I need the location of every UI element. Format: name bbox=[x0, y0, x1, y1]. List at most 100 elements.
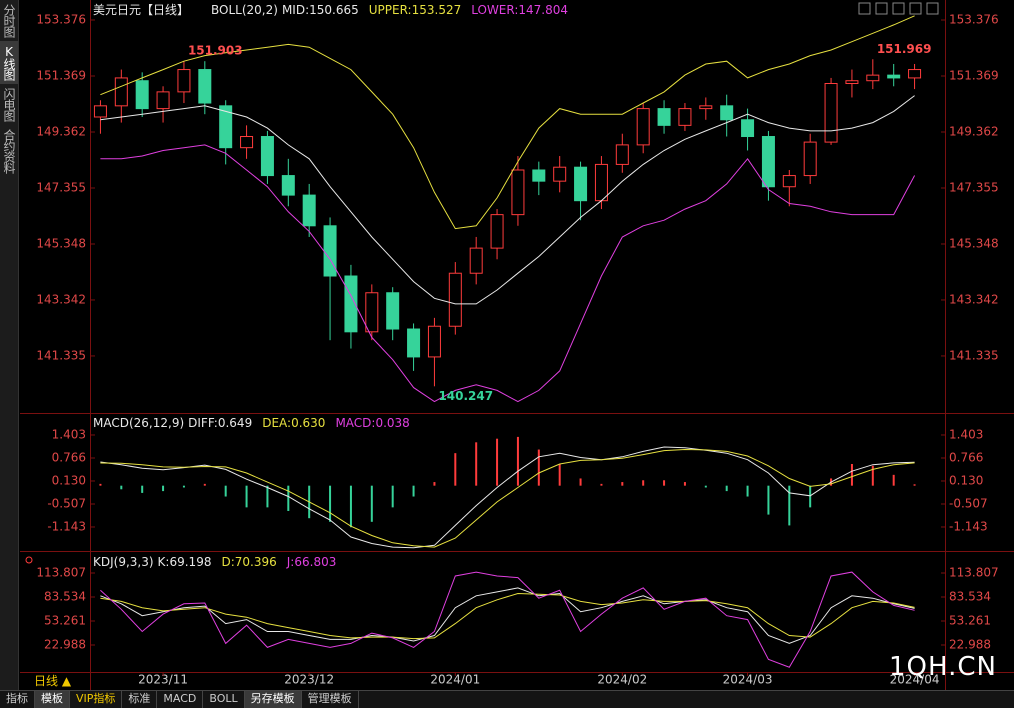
tab[interactable]: 指标 bbox=[0, 691, 35, 708]
candle-body bbox=[553, 166, 567, 182]
y-tick-label: 153.376 bbox=[36, 13, 86, 27]
y-tick-label: 0.766 bbox=[52, 451, 86, 465]
y-tick-label: -0.507 bbox=[47, 497, 86, 511]
candle-body bbox=[448, 272, 462, 327]
tab[interactable]: 标准 bbox=[122, 691, 158, 708]
candle-body bbox=[741, 119, 755, 138]
histogram-bar bbox=[537, 449, 540, 486]
histogram-bar bbox=[558, 463, 561, 486]
y-tick-label: 0.766 bbox=[949, 451, 983, 465]
kdj-icon[interactable] bbox=[25, 556, 33, 564]
y-tick-label: 143.342 bbox=[949, 292, 999, 306]
candle-body bbox=[699, 105, 713, 110]
x-tick-label: 2024/03 bbox=[723, 673, 773, 687]
histogram-bar bbox=[329, 485, 332, 522]
histogram-bar bbox=[600, 483, 603, 486]
legend-value: 70.396 bbox=[235, 555, 277, 569]
x-tick-label: 2023/11 bbox=[138, 673, 188, 687]
y-tick-label: 83.534 bbox=[44, 590, 86, 604]
x-tick-label: 2024/02 bbox=[597, 673, 647, 687]
y-tick-label: 22.988 bbox=[949, 638, 991, 652]
y-tick-label: 53.261 bbox=[949, 614, 991, 628]
histogram-bar bbox=[391, 485, 394, 508]
y-tick-label: 113.807 bbox=[949, 566, 999, 580]
histogram-bar bbox=[642, 480, 645, 486]
histogram-bar bbox=[433, 482, 436, 486]
x-tick-label: 2023/12 bbox=[284, 673, 334, 687]
sidebar-item[interactable]: 合约资料 bbox=[2, 129, 16, 173]
y-tick-label: 141.335 bbox=[949, 348, 999, 362]
tab[interactable]: 模板 bbox=[35, 691, 70, 708]
candle-body bbox=[511, 169, 525, 216]
histogram-bar bbox=[349, 485, 352, 528]
indicator-line bbox=[100, 587, 915, 644]
candle-body bbox=[177, 69, 191, 93]
candle-body bbox=[365, 292, 379, 333]
histogram-bar bbox=[120, 485, 123, 490]
y-tick-label: 149.362 bbox=[949, 124, 999, 138]
indicator-name: BOLL(20,2) bbox=[211, 3, 278, 17]
candle-body bbox=[386, 292, 400, 330]
y-tick-label: 22.988 bbox=[44, 638, 86, 652]
y-tick-label: 1.403 bbox=[52, 427, 86, 441]
legend-label: K: bbox=[158, 555, 170, 569]
legend-label: D: bbox=[221, 555, 234, 569]
tool-icon[interactable] bbox=[892, 2, 905, 15]
histogram-bar bbox=[203, 483, 206, 486]
candle-body bbox=[532, 169, 546, 182]
tab[interactable]: 管理模板 bbox=[302, 691, 359, 708]
panel-header: MACD(26,12,9) DIFF:0.649 DEA:0.630 MACD:0.0… bbox=[93, 416, 410, 430]
y-tick-label: 0.130 bbox=[949, 473, 983, 487]
histogram-bar bbox=[475, 442, 478, 486]
histogram-bar bbox=[725, 485, 728, 492]
candle-body bbox=[636, 108, 650, 146]
period-selector[interactable]: 日线 ▲ bbox=[34, 674, 72, 688]
extreme-label: 140.247 bbox=[438, 389, 493, 403]
tab[interactable]: VIP指标 bbox=[70, 691, 123, 708]
tab[interactable]: 另存模板 bbox=[244, 691, 302, 708]
x-tick-label: 2024/04 bbox=[890, 673, 940, 687]
panel-header: KDJ(9,3,3) K:69.198 D:70.396 J:66.803 bbox=[93, 555, 336, 569]
candle-body bbox=[240, 136, 254, 149]
histogram-bar bbox=[516, 436, 519, 486]
frame bbox=[20, 0, 1014, 690]
extreme-label: 151.903 bbox=[188, 44, 243, 58]
panel-title: MACD(26,12,9) bbox=[93, 416, 184, 430]
candle-body bbox=[887, 74, 901, 79]
candle-body bbox=[281, 175, 295, 196]
histogram-bar bbox=[287, 485, 290, 511]
histogram-bar bbox=[141, 485, 144, 493]
sidebar-item[interactable]: 闪电图 bbox=[2, 88, 16, 121]
toolbar-icons bbox=[858, 2, 939, 15]
histogram-bar bbox=[913, 484, 916, 486]
sidebar-item[interactable]: K线图 bbox=[0, 41, 18, 84]
legend-label: DEA: bbox=[262, 416, 291, 430]
candle-body bbox=[302, 194, 316, 227]
tab[interactable]: BOLL bbox=[203, 691, 245, 708]
legend-value: 0.038 bbox=[375, 416, 409, 430]
y-tick-label: 147.355 bbox=[36, 180, 86, 194]
tool-icon[interactable] bbox=[875, 2, 888, 15]
indicator-line bbox=[100, 448, 915, 548]
y-tick-label: 1.403 bbox=[949, 427, 983, 441]
tool-icon[interactable] bbox=[909, 2, 922, 15]
legend-label: MACD: bbox=[335, 416, 375, 430]
histogram-bar bbox=[496, 438, 499, 486]
tool-icon[interactable] bbox=[926, 2, 939, 15]
indicator-line bbox=[100, 15, 915, 230]
tab-bar: 指标 模板 VIP指标 标准 MACD BOLL 另存模板 管理模板 bbox=[0, 690, 1014, 708]
histogram-bar bbox=[871, 465, 874, 486]
legend-label: MID: bbox=[282, 3, 309, 17]
histogram-bar bbox=[704, 485, 707, 488]
candle-body bbox=[198, 69, 212, 104]
y-tick-label: 149.362 bbox=[36, 124, 86, 138]
sidebar-item[interactable]: 分时图 bbox=[2, 4, 16, 37]
histogram-bar bbox=[579, 478, 582, 486]
candle-body bbox=[594, 163, 608, 202]
candle-body bbox=[657, 108, 671, 126]
tab[interactable]: MACD bbox=[157, 691, 204, 708]
tool-icon[interactable] bbox=[858, 2, 871, 15]
legend-label: UPPER: bbox=[369, 3, 412, 17]
candle-body bbox=[761, 136, 775, 188]
y-tick-label: 53.261 bbox=[44, 614, 86, 628]
